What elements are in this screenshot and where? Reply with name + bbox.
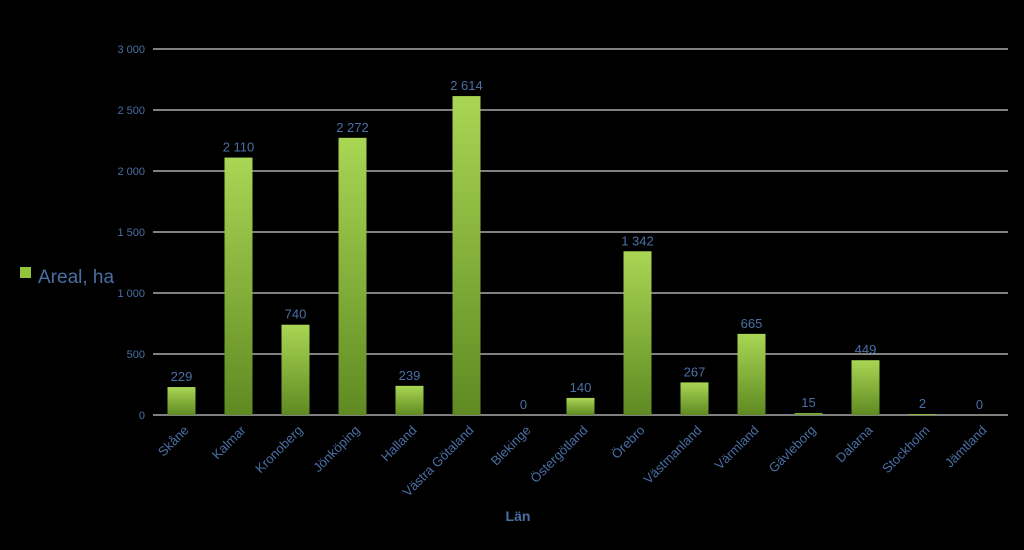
x-tick-label: Jämtland bbox=[942, 423, 990, 471]
y-tick-label: 0 bbox=[139, 410, 145, 422]
bar bbox=[452, 96, 481, 415]
x-tick-label: Dalarna bbox=[833, 422, 876, 465]
data-labels: 229 2 110 740 2 272 239 2 614 0 140 1 342 267 665 1… bbox=[171, 78, 983, 412]
legend: Areal, ha bbox=[20, 267, 114, 288]
bars bbox=[167, 96, 937, 416]
x-tick-label: Blekinge bbox=[488, 423, 534, 469]
legend-swatch bbox=[20, 267, 31, 278]
bar bbox=[566, 397, 595, 415]
x-tick-label: Östergötland bbox=[527, 423, 590, 486]
data-label: 740 bbox=[285, 307, 307, 322]
bar bbox=[737, 333, 766, 415]
x-tick-label: Värmland bbox=[712, 423, 762, 473]
x-tick-label: Stockholm bbox=[879, 423, 933, 477]
data-label: 229 bbox=[171, 369, 193, 384]
bar bbox=[338, 137, 367, 416]
x-tick-label: Kalmar bbox=[209, 422, 249, 462]
x-tick-label: Kronoberg bbox=[252, 423, 306, 477]
data-label: 239 bbox=[399, 368, 421, 383]
y-axis-ticks: 0 500 1 000 1 500 2 000 2 500 3 000 bbox=[117, 44, 145, 422]
data-label: 0 bbox=[520, 397, 527, 412]
bar bbox=[794, 413, 823, 415]
legend-label: Areal, ha bbox=[38, 267, 114, 288]
y-tick-label: 2 500 bbox=[117, 105, 145, 117]
data-label: 2 614 bbox=[450, 78, 483, 93]
x-tick-label: Halland bbox=[378, 423, 420, 465]
y-tick-label: 1 000 bbox=[117, 288, 145, 300]
gridlines bbox=[153, 48, 1008, 416]
bar bbox=[224, 157, 253, 415]
y-tick-label: 1 500 bbox=[117, 227, 145, 239]
y-tick-label: 2 000 bbox=[117, 166, 145, 178]
data-label: 15 bbox=[801, 395, 815, 410]
data-label: 1 342 bbox=[621, 233, 654, 248]
x-tick-label: Örebro bbox=[608, 423, 647, 462]
x-tick-label: Skåne bbox=[155, 423, 192, 460]
x-tick-label: Gävleborg bbox=[766, 423, 819, 476]
data-label: 2 110 bbox=[223, 140, 255, 155]
data-label: 0 bbox=[976, 397, 983, 412]
x-axis-ticks: Skåne Kalmar Kronoberg Jönköping Halland Väst… bbox=[155, 422, 990, 500]
data-label: 2 272 bbox=[336, 120, 369, 135]
data-label: 665 bbox=[741, 316, 763, 331]
x-tick-label: Västmanland bbox=[640, 423, 704, 487]
bar bbox=[395, 385, 424, 415]
bar bbox=[281, 324, 310, 415]
x-tick-label: Jönköping bbox=[310, 423, 363, 476]
data-label: 267 bbox=[684, 364, 706, 379]
y-tick-label: 3 000 bbox=[117, 44, 145, 56]
data-label: 2 bbox=[919, 396, 926, 411]
bar bbox=[623, 251, 652, 415]
data-label: 140 bbox=[570, 380, 592, 395]
bar bbox=[167, 387, 196, 415]
bar bbox=[851, 360, 880, 415]
bar bbox=[908, 414, 937, 415]
x-axis-title: Län bbox=[506, 508, 531, 524]
bar bbox=[680, 382, 709, 415]
data-label: 449 bbox=[855, 342, 877, 357]
y-tick-label: 500 bbox=[127, 349, 145, 361]
